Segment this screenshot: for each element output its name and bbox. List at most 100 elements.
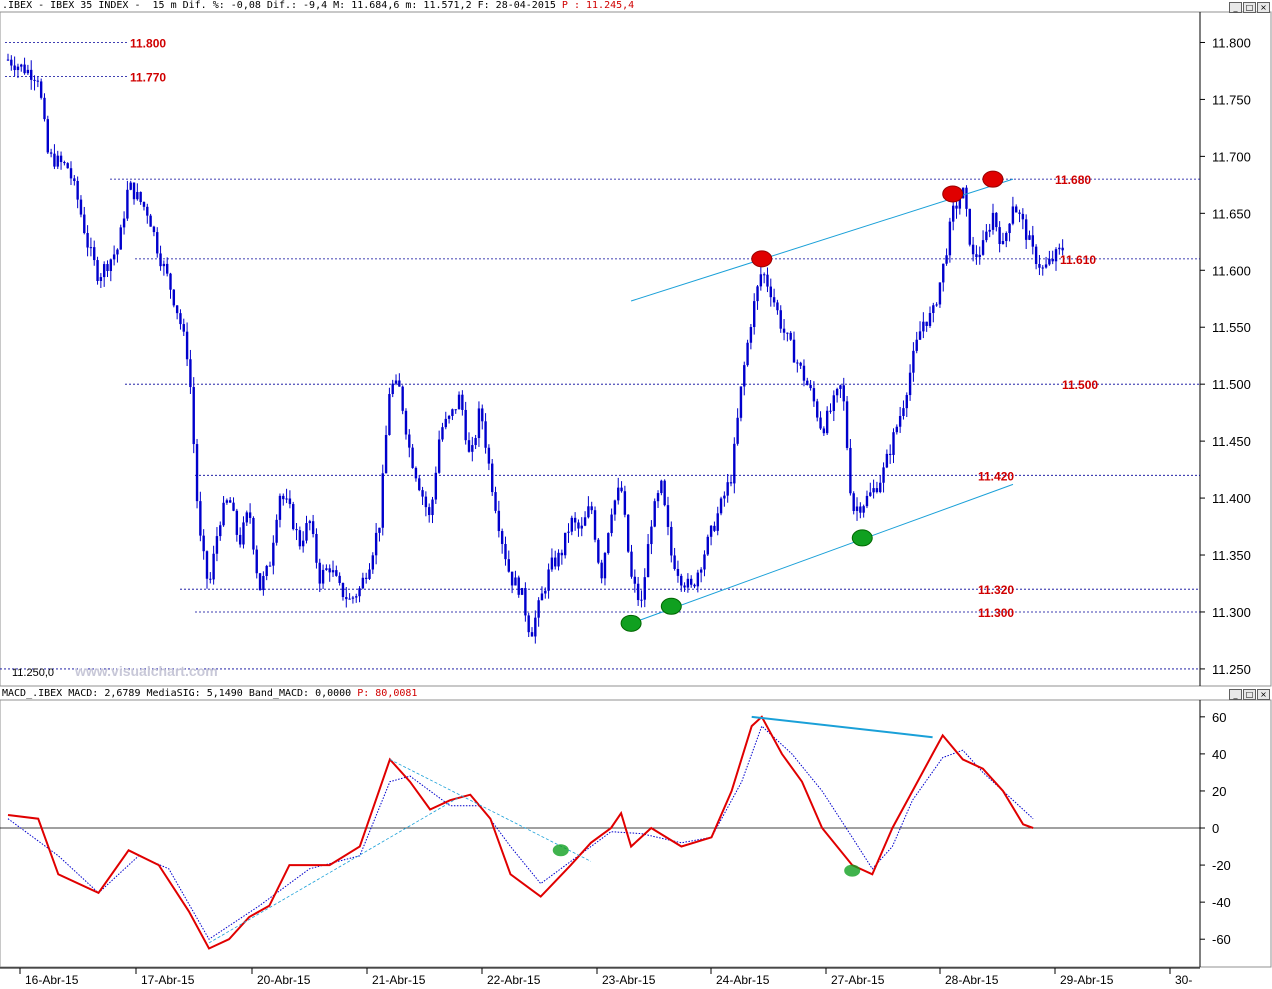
price-candle-body — [799, 362, 802, 366]
bottom-marker — [851, 529, 873, 547]
price-candle-body — [978, 254, 981, 258]
price-candle-body — [351, 597, 355, 599]
price-candle-body — [116, 249, 119, 255]
maximize-button[interactable]: □ — [1243, 2, 1256, 13]
price-candle-body — [169, 273, 172, 290]
macd-panel-header: MACD_.IBEX MACD: 2,6789 MediaSIG: 5,1490… — [2, 688, 417, 699]
macd-support-trendline — [208, 796, 461, 944]
price-y-tick-label: 11.650 — [1212, 206, 1251, 221]
macd-header-text: MACD_.IBEX MACD: 2,6789 MediaSIG: 5,1490… — [2, 688, 358, 699]
price-candle-body — [235, 510, 239, 535]
price-candle-body — [597, 539, 600, 563]
price-candle-body — [182, 324, 185, 332]
price-candle-body — [102, 264, 106, 278]
price-candle-body — [165, 263, 169, 274]
macd-window-buttons: _ □ × — [1229, 689, 1270, 700]
price-candle-body — [331, 570, 335, 573]
price-candle-body — [713, 525, 716, 531]
price-y-tick-label: 11.750 — [1212, 92, 1251, 107]
price-candle-body — [885, 453, 889, 468]
price-candle-body — [829, 410, 832, 412]
minimize-button[interactable]: _ — [1229, 2, 1242, 13]
price-candle-body — [607, 533, 610, 554]
price-candle-body — [789, 332, 792, 340]
price-y-tick-label: 11.500 — [1212, 377, 1251, 392]
price-candle-body — [557, 552, 560, 567]
price-candle-body — [122, 218, 126, 228]
price-candle-body — [195, 444, 199, 502]
price-candle-body — [749, 327, 753, 343]
price-candle-body — [26, 69, 30, 74]
price-candle-body — [673, 555, 676, 569]
price-candle-body — [437, 439, 441, 473]
price-panel-frame — [0, 11, 1272, 687]
price-candle-body — [447, 415, 451, 419]
price-candle-body — [630, 551, 633, 577]
price-candle-body — [325, 568, 328, 570]
price-candle-body — [696, 572, 700, 587]
price-candle-body — [739, 386, 743, 418]
price-candle-body — [364, 577, 368, 579]
price-candle-body — [49, 152, 53, 154]
macd-panel-frame — [0, 699, 1272, 968]
price-candle-body — [59, 155, 63, 163]
price-candle-body — [1044, 264, 1048, 268]
price-candle-body — [172, 289, 176, 306]
price-candle-body — [33, 79, 36, 81]
price-candle-body — [504, 544, 507, 560]
price-candle-body — [10, 59, 13, 66]
price-candle-body — [301, 540, 305, 547]
macd-close-button[interactable]: × — [1257, 689, 1270, 700]
price-candle-body — [391, 383, 394, 395]
price-candle-body — [6, 59, 10, 61]
price-candle-body — [345, 597, 348, 600]
price-candle-body — [563, 532, 567, 556]
price-candle-body — [404, 410, 408, 435]
price-candle-body — [381, 473, 384, 528]
price-candle-body — [282, 495, 285, 500]
price-candle-body — [268, 565, 272, 567]
price-candle-body — [892, 432, 895, 455]
price-candle-body — [600, 562, 603, 579]
price-candle-body — [305, 523, 308, 541]
price-candle-body — [73, 178, 76, 182]
price-candle-body — [83, 214, 86, 234]
price-candle-body — [968, 208, 971, 245]
price-candle-body — [292, 504, 295, 530]
price-candle-body — [958, 198, 962, 209]
price-candle-body — [948, 221, 952, 256]
price-y-tick-label: 11.250 — [1212, 662, 1251, 677]
price-candle-body — [272, 542, 275, 566]
price-candle-body — [577, 522, 580, 529]
price-candle-body — [384, 434, 388, 474]
price-candle-body — [139, 191, 142, 203]
price-candle-body — [275, 519, 278, 543]
price-candle-body — [975, 254, 978, 258]
price-candle-body — [527, 615, 530, 633]
price-candle-body — [106, 264, 109, 272]
price-candle-body — [461, 394, 464, 410]
macd-maximize-button[interactable]: □ — [1243, 689, 1256, 700]
price-candle-body — [368, 569, 371, 579]
price-candle-body — [481, 408, 484, 422]
price-candle-body — [835, 388, 839, 396]
price-candle-body — [1021, 213, 1025, 220]
price-candle-body — [371, 555, 375, 570]
price-candle-body — [796, 362, 799, 364]
price-candle-body — [79, 199, 83, 215]
price-candle-body — [457, 394, 461, 410]
price-candle-body — [202, 535, 205, 552]
price-candle-body — [112, 254, 116, 260]
price-candle-body — [660, 480, 663, 494]
price-candle-body — [633, 576, 637, 584]
level-label: 11.770 — [130, 71, 166, 85]
price-window-buttons: _ □ × — [1229, 2, 1270, 13]
macd-y-tick-label: -20 — [1212, 858, 1231, 873]
macd-minimize-button[interactable]: _ — [1229, 689, 1242, 700]
watermark: www.visualchart.com — [74, 663, 218, 679]
price-candle-body — [20, 64, 23, 67]
close-button[interactable]: × — [1257, 2, 1270, 13]
price-candle-body — [603, 553, 607, 579]
x-tick-label: 27-Abr-15 — [831, 973, 885, 987]
